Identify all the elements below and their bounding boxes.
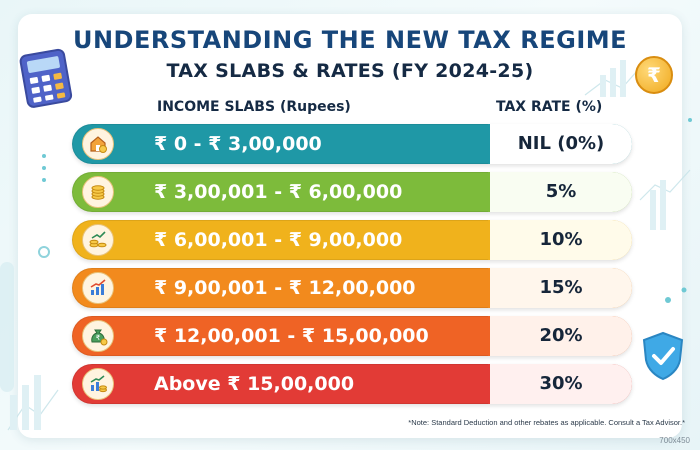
page-title: UNDERSTANDING THE NEW TAX REGIME [72,26,628,54]
house-coin-icon [82,128,114,160]
tax-rate-value: 15% [488,268,632,308]
income-slab-label: Above ₹ 15,00,000 [154,373,355,395]
tax-rate-header: TAX RATE (%) [496,99,603,115]
bar-chart-growth-icon [82,272,114,304]
chart-coins-icon [82,368,114,400]
tax-slab-row: ₹ ₹ 12,00,001 - ₹ 15,00,000 20% [72,316,632,356]
money-bag-icon: ₹ [82,320,114,352]
income-slab-label: ₹ 6,00,001 - ₹ 9,00,000 [154,229,403,251]
tax-slab-row: ₹ 3,00,001 - ₹ 6,00,000 5% [72,172,632,212]
tax-rate-value: NIL (0%) [488,124,632,164]
tax-slab-row: ₹ 6,00,001 - ₹ 9,00,000 10% [72,220,632,260]
income-slab-label: ₹ 9,00,001 - ₹ 12,00,000 [154,277,416,299]
income-slab-label: ₹ 3,00,001 - ₹ 6,00,000 [154,181,403,203]
tax-rate-value: 30% [488,364,632,404]
dimensions-label: 700x450 [659,436,690,445]
tax-slab-row: ₹ 0 - ₹ 3,00,000 NIL (0%) [72,124,632,164]
tax-rate-value: 20% [488,316,632,356]
tax-rate-value: 5% [488,172,632,212]
page-subtitle: TAX SLABS & RATES (FY 2024-25) [166,60,534,82]
income-slab-label: ₹ 12,00,001 - ₹ 15,00,000 [154,325,429,347]
footnote: *Note: Standard Deduction and other reba… [408,418,685,427]
svg-text:₹: ₹ [96,334,101,342]
income-slabs-header: INCOME SLABS (Rupees) [157,99,351,115]
tax-slab-row: Above ₹ 15,00,000 30% [72,364,632,404]
income-slab-label: ₹ 0 - ₹ 3,00,000 [154,133,322,155]
coin-stack-icon [82,176,114,208]
tax-slab-row: ₹ 9,00,001 - ₹ 12,00,000 15% [72,268,632,308]
coins-growth-icon [82,224,114,256]
tax-rate-value: 10% [488,220,632,260]
